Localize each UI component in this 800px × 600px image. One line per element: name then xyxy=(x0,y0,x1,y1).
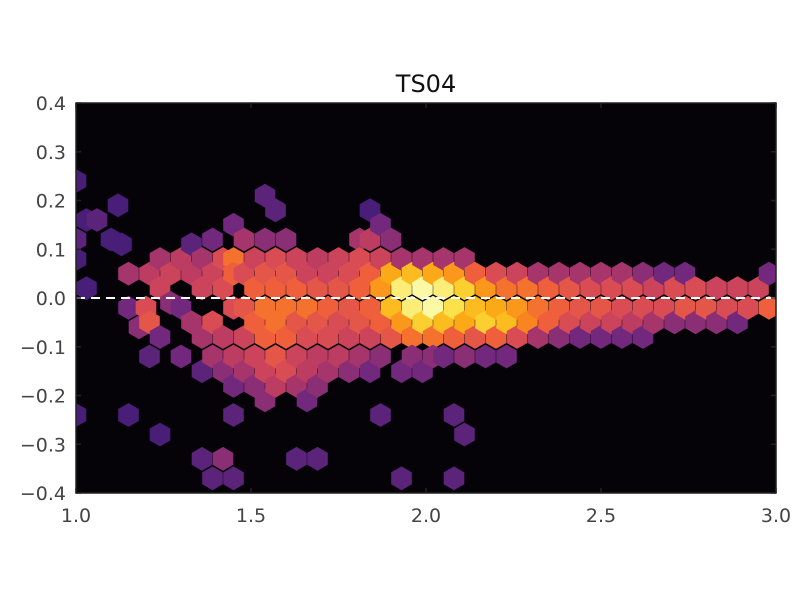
x-tick-label: 3.0 xyxy=(761,505,791,527)
y-tick-label: 0.3 xyxy=(36,142,66,164)
x-axis: 1.0 1.5 2.0 2.5 3.0 xyxy=(61,103,791,527)
y-tick-label: 0.4 xyxy=(36,93,66,115)
y-tick-label: −0.2 xyxy=(20,386,66,408)
hex-bin xyxy=(76,169,87,193)
y-tick-label: 0.2 xyxy=(36,191,66,213)
hex-bin xyxy=(76,247,87,271)
hex-bin xyxy=(76,276,97,301)
x-tick-label: 2.0 xyxy=(411,505,441,527)
y-tick-label: −0.3 xyxy=(20,434,66,456)
hex-bin xyxy=(233,227,255,252)
hex-bin xyxy=(212,325,234,349)
hex-bin xyxy=(475,344,496,369)
hex-bin xyxy=(111,232,132,257)
hex-bin xyxy=(758,295,776,320)
x-tick-label: 2.5 xyxy=(586,505,616,527)
x-tick-label: 1.0 xyxy=(61,505,91,527)
hex-bin xyxy=(454,422,475,447)
hex-bin xyxy=(443,466,465,491)
hex-bin xyxy=(170,344,192,369)
hex-bin xyxy=(86,208,108,232)
hex-bin xyxy=(118,295,139,320)
hex-bin xyxy=(118,261,139,286)
hex-bin xyxy=(202,466,223,491)
hex-bin xyxy=(254,227,276,252)
hex-bin xyxy=(275,227,297,252)
hex-bin xyxy=(212,446,234,471)
hex-bin xyxy=(454,344,475,369)
hex-bin xyxy=(443,403,465,427)
hex-bin xyxy=(149,325,171,349)
hex-bin xyxy=(265,198,286,223)
hexbin-layer xyxy=(76,169,776,491)
hex-bin xyxy=(107,193,129,218)
y-tick-label: −0.1 xyxy=(20,337,66,359)
y-tick-label: 0.1 xyxy=(36,239,66,261)
hex-bin xyxy=(391,466,412,491)
y-tick-label: −0.4 xyxy=(20,483,66,505)
hex-bin xyxy=(76,403,87,427)
hex-bin xyxy=(223,466,244,491)
hex-bin xyxy=(370,403,391,427)
hex-bin xyxy=(496,344,517,369)
hex-bin xyxy=(433,344,454,369)
hex-bin xyxy=(706,276,727,301)
chart-title: TS04 xyxy=(395,70,456,98)
x-tick-label: 1.5 xyxy=(236,505,266,527)
hex-bin xyxy=(685,276,706,301)
hex-bin xyxy=(737,295,759,320)
y-tick-label: 0.0 xyxy=(36,288,66,310)
hex-bin xyxy=(149,422,171,447)
hex-bin xyxy=(727,276,748,301)
hex-bin xyxy=(118,403,139,427)
hex-bin xyxy=(286,446,307,471)
hex-bin xyxy=(76,227,87,252)
hex-bin xyxy=(380,227,402,252)
hex-bin xyxy=(223,403,244,427)
hex-bin xyxy=(139,344,160,369)
hex-bin xyxy=(191,446,213,471)
hex-bin xyxy=(370,344,391,369)
y-axis: 0.4 0.3 0.2 0.1 0.0 −0.1 −0.2 −0.3 −0.4 xyxy=(20,93,776,505)
hex-bin xyxy=(202,227,223,252)
hex-bin xyxy=(758,261,776,286)
hex-bin xyxy=(307,446,328,471)
